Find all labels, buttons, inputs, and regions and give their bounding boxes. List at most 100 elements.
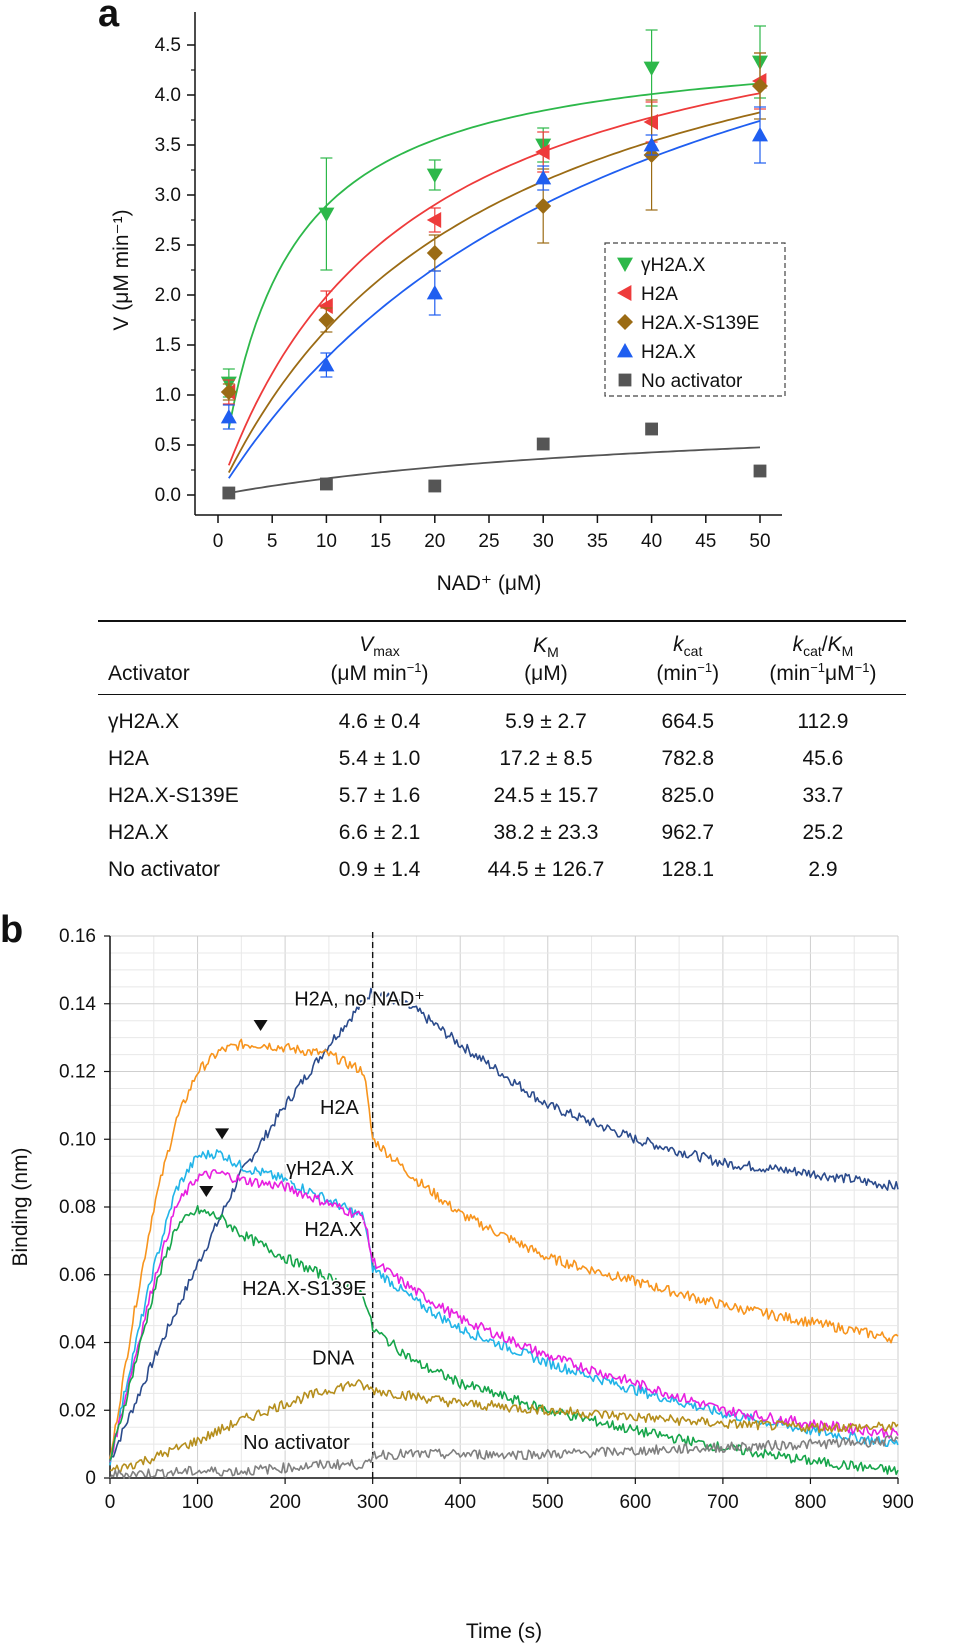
kinetics-table: Activator Vmax (μM min−1) KM (μM) kcat (… <box>98 620 906 888</box>
data-point-h2a-x-s139e <box>752 78 768 94</box>
table-cell: 5.7 ± 1.6 <box>338 783 421 807</box>
fit-curve-h2a-x-s139e <box>228 111 761 474</box>
table-cell: 2.9 <box>808 857 838 881</box>
table-cell: 33.7 <box>802 783 844 807</box>
data-point-h2a-x-s139e <box>318 312 335 328</box>
data-point-h2a-x <box>220 409 237 424</box>
y-tick-label: 1.0 <box>155 385 181 406</box>
peak-marker-icon <box>199 1186 214 1197</box>
trace-dna <box>109 1379 899 1473</box>
table-cell: 38.2 ± 23.3 <box>493 820 599 844</box>
legend-label-h2a-x-s139e: H2A.X-S139E <box>641 313 759 334</box>
y-tick-label: 2.5 <box>155 235 181 256</box>
table-cell: 128.1 <box>661 857 715 881</box>
trace-no-activator <box>109 1435 899 1479</box>
legend-label-h2a-x: γH2A.X <box>641 255 706 276</box>
header-vmax: Vmax (μM min−1) <box>330 633 429 685</box>
x-tick-label: 15 <box>370 531 391 552</box>
panel-b-grid <box>109 935 899 1479</box>
y-tick-label: 1.5 <box>155 335 181 356</box>
legend-marker-h2a-x <box>617 257 633 272</box>
legend-marker-no-activator <box>618 373 632 387</box>
legend-label-h2a: H2A <box>641 284 678 305</box>
data-point-no-activator <box>753 464 767 478</box>
x-tick-label: 500 <box>532 1492 564 1513</box>
y-axis-title: Binding (nm) <box>9 1147 32 1266</box>
y-tick-label: 0.04 <box>59 1333 96 1354</box>
fit-curve-h2a <box>227 92 761 466</box>
legend-label-no-activator: No activator <box>641 371 743 392</box>
x-tick-label: 25 <box>478 531 499 552</box>
x-tick-label: 10 <box>316 531 337 552</box>
trace-h2a-x <box>109 1149 899 1466</box>
x-tick-label: 300 <box>357 1492 389 1513</box>
data-point-no-activator <box>428 479 442 493</box>
table-cell: 44.5 ± 126.7 <box>487 857 605 881</box>
y-tick-label: 0.02 <box>59 1400 96 1421</box>
table-row: H2A 5.4 ± 1.0 17.2 ± 8.5 782.8 45.6 <box>98 740 906 777</box>
x-tick-label: 600 <box>619 1492 651 1513</box>
table-cell: H2A <box>108 746 149 770</box>
table-row: γH2A.X 4.6 ± 0.4 5.9 ± 2.7 664.5 112.9 <box>98 695 906 741</box>
trace-h2a-x-s139e <box>109 1205 899 1476</box>
data-point-no-activator <box>645 422 658 436</box>
data-point-h2a-x <box>426 168 443 183</box>
y-tick-label: 0.06 <box>59 1265 96 1286</box>
x-tick-label: 0 <box>213 531 224 552</box>
header-kcat-km: kcat/KM (min−1μM−1) <box>769 633 877 685</box>
annotation-h2a-x-s139e: H2A.X-S139E <box>242 1278 367 1300</box>
x-tick-label: 900 <box>882 1492 914 1513</box>
annotation-no-activator: No activator <box>243 1432 350 1454</box>
fit-curve-h2a-x <box>228 120 761 479</box>
table-cell: 0.9 ± 1.4 <box>338 857 421 881</box>
data-point-h2a <box>318 298 333 314</box>
data-point-h2a-x <box>426 285 443 300</box>
x-axis-title: Time (s) <box>466 1620 542 1643</box>
header-kcat: kcat (min−1) <box>656 633 720 685</box>
data-point-no-activator <box>222 486 236 500</box>
panel-b-traces <box>109 987 899 1479</box>
table-cell: 5.9 ± 2.7 <box>505 709 587 733</box>
x-tick-label: 100 <box>182 1492 214 1513</box>
data-point-h2a-x-s139e <box>426 245 443 261</box>
x-tick-label: 200 <box>269 1492 301 1513</box>
fit-curve-no-activator <box>228 446 761 494</box>
table-cell: γH2A.X <box>108 709 180 733</box>
table-cell: 825.0 <box>661 783 715 807</box>
y-tick-label: 4.0 <box>155 85 181 106</box>
annotation-h2a-x: H2A.X <box>304 1219 362 1241</box>
legend-marker-h2a-x-s139e <box>617 314 633 330</box>
data-point-h2a-x <box>643 61 660 76</box>
x-tick-label: 40 <box>641 531 662 552</box>
panel-a-legend: γH2A.X H2A H2A.X-S139E H2A.X No activator <box>604 242 786 397</box>
y-tick-label: 0.16 <box>59 926 96 947</box>
y-tick-label: 0.0 <box>155 485 181 506</box>
peak-marker-icon <box>253 1020 268 1032</box>
table-cell: 24.5 ± 15.7 <box>493 783 599 807</box>
y-tick-label: 2.0 <box>155 285 181 306</box>
table-cell: 782.8 <box>661 746 715 770</box>
table-cell: H2A.X <box>108 820 169 844</box>
table-row: No activator 0.9 ± 1.4 44.5 ± 126.7 128.… <box>98 851 906 888</box>
trace-h2a-x <box>109 1169 899 1462</box>
data-point-no-activator <box>536 437 550 451</box>
x-tick-label: 45 <box>695 531 716 552</box>
panel-a-letter: a <box>98 0 120 35</box>
panel-b-letter: b <box>0 909 23 951</box>
x-tick-label: 50 <box>749 531 770 552</box>
annotation-h2a-no-nad: H2A, no NAD⁺ <box>294 988 425 1010</box>
table-cell: No activator <box>108 857 221 881</box>
data-point-h2a <box>535 144 550 160</box>
annotation-h2a-x: γH2A.X <box>286 1158 354 1180</box>
legend-label-h2a-x: H2A.X <box>641 342 696 363</box>
table-row: H2A.X-S139E 5.7 ± 1.6 24.5 ± 15.7 825.0 … <box>98 777 906 814</box>
data-point-no-activator <box>320 477 333 491</box>
header-km: KM (μM) <box>524 634 568 685</box>
data-point-h2a-x-s139e <box>220 384 237 400</box>
data-point-h2a-x <box>752 127 768 142</box>
legend-marker-h2a <box>617 285 632 301</box>
legend-marker-h2a-x <box>617 343 633 358</box>
x-tick-label: 35 <box>587 531 608 552</box>
table-cell: 112.9 <box>797 709 849 733</box>
table-cell: H2A.X-S139E <box>108 783 239 807</box>
